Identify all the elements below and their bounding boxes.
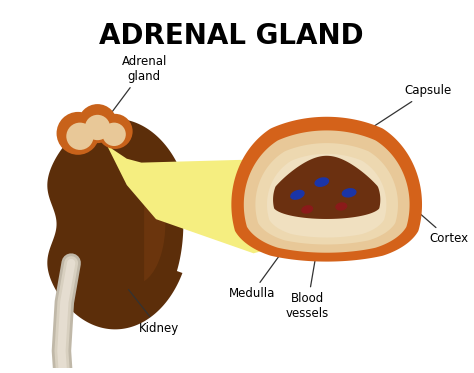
Circle shape: [78, 104, 117, 143]
Polygon shape: [267, 154, 386, 238]
Text: Kidney: Kidney: [128, 289, 179, 335]
Text: ADRENAL GLAND: ADRENAL GLAND: [99, 22, 364, 50]
Circle shape: [98, 114, 133, 149]
Text: Medulla: Medulla: [228, 226, 301, 300]
Circle shape: [66, 123, 94, 150]
Polygon shape: [255, 143, 398, 244]
Ellipse shape: [336, 203, 346, 210]
Ellipse shape: [315, 178, 328, 186]
Polygon shape: [273, 156, 380, 219]
Ellipse shape: [291, 191, 304, 199]
Text: Capsule: Capsule: [354, 84, 452, 140]
Circle shape: [102, 123, 126, 146]
Ellipse shape: [342, 189, 356, 197]
Polygon shape: [231, 117, 422, 261]
Polygon shape: [47, 119, 183, 329]
Polygon shape: [102, 136, 361, 253]
Polygon shape: [244, 131, 410, 253]
Text: Cortex: Cortex: [412, 206, 468, 245]
Text: Adrenal
gland: Adrenal gland: [99, 54, 167, 129]
Ellipse shape: [302, 206, 312, 213]
Polygon shape: [144, 167, 165, 281]
Circle shape: [56, 112, 100, 155]
Circle shape: [85, 115, 110, 140]
Text: Blood
vessels: Blood vessels: [285, 212, 329, 320]
